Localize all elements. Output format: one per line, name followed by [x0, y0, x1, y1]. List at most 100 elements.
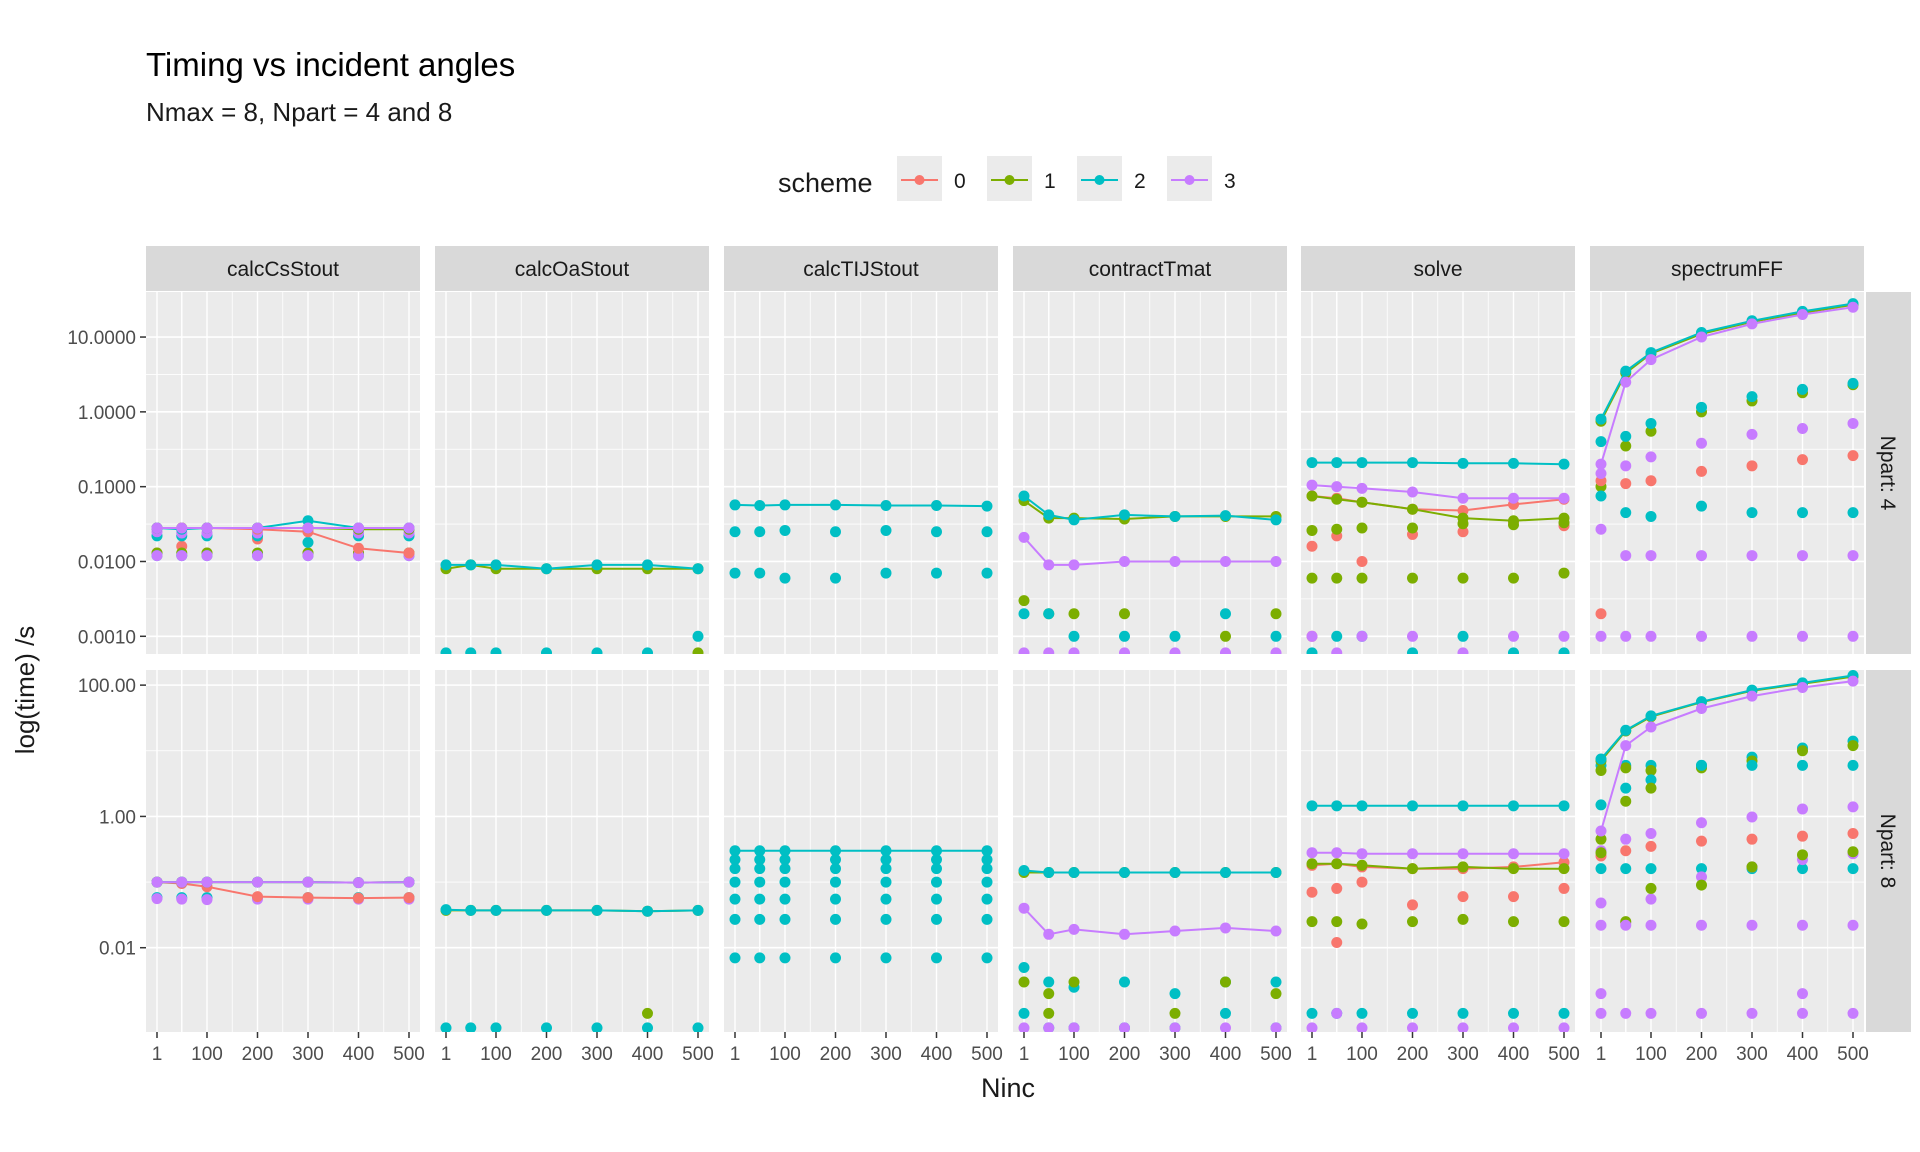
series-point-scheme-2 [1331, 457, 1343, 469]
data-point-scheme-2 [692, 1022, 704, 1032]
data-point-scheme-3 [1595, 1007, 1607, 1019]
series-point-scheme-2 [1306, 457, 1318, 469]
data-point-scheme-0 [1558, 882, 1570, 894]
data-point-scheme-0 [1457, 891, 1469, 903]
data-point-scheme-2 [1695, 500, 1707, 512]
series-point-scheme-3 [1169, 555, 1181, 567]
series-point-scheme-3 [1118, 555, 1130, 567]
data-point-scheme-0 [1746, 460, 1758, 472]
data-point-scheme-3 [151, 550, 163, 562]
series-point-scheme-2 [1169, 510, 1181, 522]
series-point-scheme-2 [1219, 510, 1231, 522]
x-tick-label: 500 [682, 1044, 714, 1065]
data-point-scheme-2 [930, 913, 942, 925]
data-point-scheme-2 [754, 863, 766, 875]
series-point-scheme-2 [1457, 800, 1469, 812]
data-point-scheme-2 [930, 876, 942, 888]
data-point-scheme-0 [1847, 827, 1859, 839]
series-point-scheme-3 [1306, 479, 1318, 491]
data-point-scheme-1 [1595, 765, 1607, 777]
data-point-scheme-3 [1746, 428, 1758, 440]
data-point-scheme-1 [1507, 572, 1519, 584]
series-point-scheme-2 [591, 904, 603, 916]
data-point-scheme-2 [829, 893, 841, 905]
data-point-scheme-3 [1043, 1022, 1055, 1032]
panel-data [440, 904, 704, 1032]
data-point-scheme-3 [1645, 1007, 1657, 1019]
facet-strip-row [1866, 292, 1911, 654]
data-point-scheme-2 [754, 876, 766, 888]
data-point-scheme-2 [1306, 647, 1318, 654]
series-point-scheme-3 [1645, 354, 1657, 366]
series-point-scheme-1 [1406, 863, 1418, 875]
x-tick-label: 400 [921, 1044, 953, 1065]
series-point-scheme-2 [540, 904, 552, 916]
data-point-scheme-0 [1457, 526, 1469, 538]
panel-data [729, 845, 993, 964]
data-point-scheme-1 [1306, 524, 1318, 536]
data-point-scheme-2 [930, 854, 942, 866]
data-point-scheme-3 [1645, 893, 1657, 905]
series-point-scheme-3 [1746, 318, 1758, 330]
series-point-scheme-2 [880, 845, 892, 857]
series-point-scheme-0 [403, 892, 415, 904]
data-point-scheme-1 [1219, 976, 1231, 988]
series-point-scheme-3 [1169, 925, 1181, 937]
data-point-scheme-2 [1620, 430, 1632, 442]
data-point-scheme-2 [1118, 630, 1130, 642]
series-point-scheme-2 [692, 563, 704, 575]
series-point-scheme-2 [829, 499, 841, 511]
x-tick-label: 400 [1498, 1044, 1530, 1065]
series-point-scheme-1 [1558, 863, 1570, 875]
x-tick-label: 300 [292, 1044, 324, 1065]
data-point-scheme-1 [1558, 567, 1570, 579]
data-point-scheme-3 [1169, 1022, 1181, 1032]
data-point-scheme-0 [1356, 555, 1368, 567]
x-tick-label: 100 [1346, 1044, 1378, 1065]
series-point-scheme-2 [829, 845, 841, 857]
data-point-scheme-1 [1118, 608, 1130, 620]
data-point-scheme-2 [1796, 863, 1808, 875]
data-point-scheme-2 [1018, 1007, 1030, 1019]
data-point-scheme-0 [1620, 478, 1632, 490]
data-point-scheme-1 [1595, 833, 1607, 845]
x-tick-label: 1 [152, 1044, 163, 1065]
data-point-scheme-2 [1331, 630, 1343, 642]
series-point-scheme-2 [692, 904, 704, 916]
data-point-scheme-1 [1645, 765, 1657, 777]
data-point-scheme-3 [201, 894, 213, 906]
data-point-scheme-1 [1356, 918, 1368, 930]
panel-data [1595, 670, 1859, 1019]
data-point-scheme-1 [1796, 745, 1808, 757]
series-point-scheme-3 [1270, 555, 1282, 567]
data-point-scheme-3 [1595, 630, 1607, 642]
series-point-scheme-3 [176, 522, 188, 534]
data-point-scheme-1 [1270, 608, 1282, 620]
data-point-scheme-0 [1331, 882, 1343, 894]
data-point-scheme-3 [1620, 550, 1632, 562]
data-point-scheme-1 [1620, 762, 1632, 774]
data-point-scheme-1 [1356, 572, 1368, 584]
series-point-scheme-3 [1695, 331, 1707, 343]
data-point-scheme-2 [1595, 863, 1607, 875]
x-tick-label: 200 [1109, 1044, 1141, 1065]
x-tick-label: 100 [1058, 1044, 1090, 1065]
series-point-scheme-1 [1331, 858, 1343, 870]
data-point-scheme-2 [1068, 630, 1080, 642]
data-point-scheme-2 [779, 893, 791, 905]
panel-calcOaStout-row-2 [435, 670, 709, 1032]
series-point-scheme-3 [1695, 703, 1707, 715]
data-point-scheme-3 [1507, 630, 1519, 642]
data-point-scheme-3 [1331, 1007, 1343, 1019]
data-point-scheme-2 [1595, 436, 1607, 448]
data-point-scheme-3 [1457, 647, 1469, 654]
series-point-scheme-3 [352, 877, 364, 889]
series-point-scheme-3 [201, 876, 213, 888]
data-point-scheme-0 [1406, 899, 1418, 911]
series-point-scheme-3 [1043, 928, 1055, 940]
data-point-scheme-3 [1508, 1022, 1519, 1032]
panel-data [1018, 490, 1282, 654]
x-tick-label: 500 [1837, 1044, 1869, 1065]
data-point-scheme-3 [1796, 422, 1808, 434]
series-point-scheme-3 [251, 876, 263, 888]
